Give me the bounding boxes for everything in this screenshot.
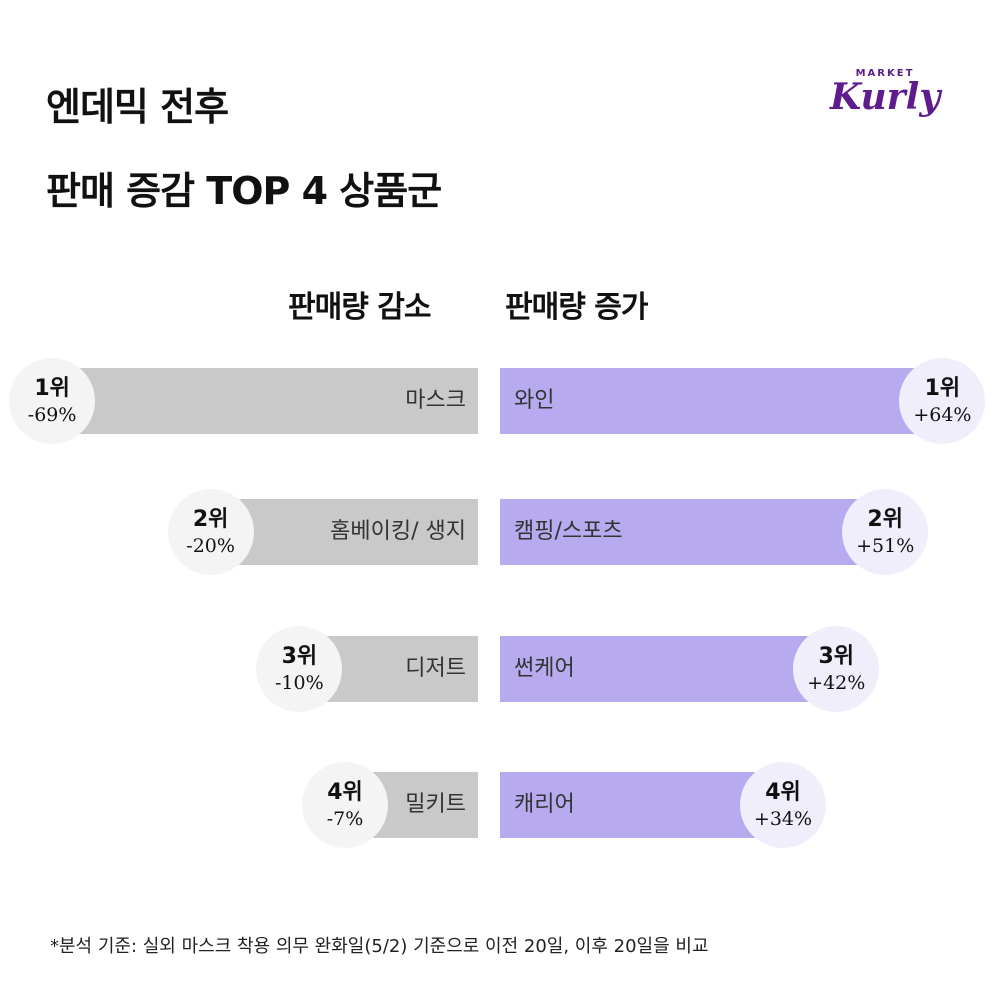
increase-category-label: 캠핑/스포츠 xyxy=(514,519,623,544)
increase-category-label: 썬케어 xyxy=(514,656,575,681)
percent-label: -69% xyxy=(27,404,77,426)
decrease-rank-badge: 2위 -20% xyxy=(167,489,254,575)
title-line-1: 엔데믹 전후 xyxy=(46,85,229,129)
rank-label: 4위 xyxy=(765,780,801,805)
increase-rank-badge: 3위 +42% xyxy=(793,626,880,712)
rank-label: 3위 xyxy=(281,644,318,669)
decrease-rank-badge: 3위 -10% xyxy=(256,626,343,712)
increase-rank-badge: 1위 +64% xyxy=(899,358,986,444)
percent-label: +51% xyxy=(856,535,915,557)
increase-bar xyxy=(500,772,783,838)
decrease-rank-badge: 4위 -7% xyxy=(302,762,388,848)
percent-label: -20% xyxy=(186,535,235,557)
rank-label: 1위 xyxy=(34,376,70,401)
increase-rank-badge: 2위 +51% xyxy=(842,489,929,575)
decrease-rank-badge: 1위 -69% xyxy=(9,358,96,444)
title-line-2: 판매 증감 TOP 4 상품군 xyxy=(46,169,442,213)
increase-category-label: 와인 xyxy=(514,388,555,413)
rank-label: 4위 xyxy=(327,780,363,805)
decrease-category-label: 디저트 xyxy=(405,656,466,681)
rank-label: 3위 xyxy=(818,644,855,669)
rank-label: 2위 xyxy=(867,507,903,532)
decrease-header: 판매량 감소 xyxy=(288,290,431,325)
increase-bar xyxy=(500,499,886,565)
percent-label: +64% xyxy=(913,404,972,426)
percent-label: +34% xyxy=(753,808,813,830)
increase-bar xyxy=(500,636,837,702)
increase-category-label: 캐리어 xyxy=(514,792,575,817)
rank-label: 1위 xyxy=(924,376,961,401)
rank-label: 2위 xyxy=(192,507,229,532)
percent-label: -10% xyxy=(275,672,324,694)
increase-bar xyxy=(500,368,943,434)
decrease-category-label: 홈베이킹/ 생지 xyxy=(330,519,466,544)
increase-rank-badge: 4위 +34% xyxy=(740,762,826,848)
decrease-bar xyxy=(210,499,478,565)
decrease-category-label: 마스크 xyxy=(405,388,466,413)
market-kurly-logo: MARKET Kurly xyxy=(830,68,940,115)
increase-header: 판매량 증가 xyxy=(505,290,648,325)
logo-kurly: Kurly xyxy=(830,76,941,118)
percent-label: +42% xyxy=(807,672,866,694)
decrease-bar xyxy=(52,368,478,434)
footnote: *분석 기준: 실외 마스크 착용 의무 완화일(5/2) 기준으로 이전 20… xyxy=(50,936,709,957)
logo-market: MARKET xyxy=(855,68,915,79)
decrease-category-label: 밀키트 xyxy=(405,792,466,817)
percent-label: -7% xyxy=(326,808,364,830)
